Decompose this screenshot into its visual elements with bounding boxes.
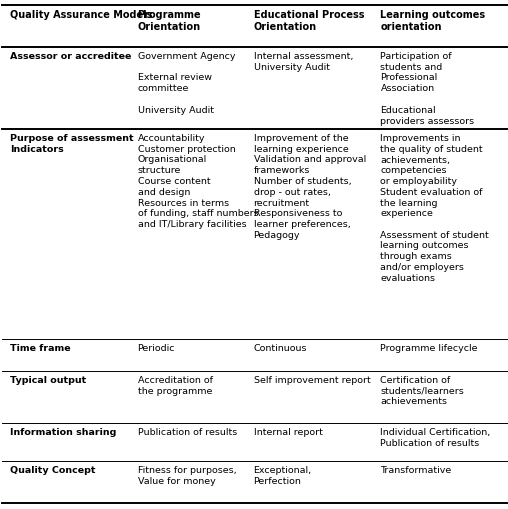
Text: Learning outcomes
orientation: Learning outcomes orientation (380, 10, 486, 32)
Text: Transformative: Transformative (380, 465, 452, 474)
Text: Programme lifecycle: Programme lifecycle (380, 344, 478, 352)
Text: Programme
Orientation: Programme Orientation (138, 10, 201, 32)
Text: Exceptional,
Perfection: Exceptional, Perfection (253, 465, 311, 485)
Text: Certification of
students/learners
achievements: Certification of students/learners achie… (380, 375, 464, 406)
Text: Fitness for purposes,
Value for money: Fitness for purposes, Value for money (138, 465, 236, 485)
Text: Educational Process
Orientation: Educational Process Orientation (253, 10, 364, 32)
Text: Improvement of the
learning experience
Validation and approval
frameworks
Number: Improvement of the learning experience V… (253, 134, 366, 239)
Text: Quality Concept: Quality Concept (11, 465, 96, 474)
Text: Assessor or accreditee: Assessor or accreditee (11, 52, 132, 61)
Text: Quality Assurance Models: Quality Assurance Models (11, 10, 153, 20)
Text: Information sharing: Information sharing (11, 427, 117, 436)
Text: Participation of
students and
Professional
Association

Educational
providers as: Participation of students and Profession… (380, 52, 474, 125)
Text: Periodic: Periodic (138, 344, 175, 352)
Text: Individual Certification,
Publication of results: Individual Certification, Publication of… (380, 427, 491, 447)
Text: Self improvement report: Self improvement report (253, 375, 370, 384)
Text: Internal assessment,
University Audit: Internal assessment, University Audit (253, 52, 353, 72)
Text: Typical output: Typical output (11, 375, 87, 384)
Text: Continuous: Continuous (253, 344, 307, 352)
Text: Government Agency

External review
committee

University Audit: Government Agency External review commit… (138, 52, 235, 115)
Text: Accountability
Customer protection
Organisational
structure
Course content
and d: Accountability Customer protection Organ… (138, 134, 258, 229)
Text: Publication of results: Publication of results (138, 427, 237, 436)
Text: Improvements in
the quality of student
achievements,
competencies
or employabili: Improvements in the quality of student a… (380, 134, 489, 282)
Text: Internal report: Internal report (253, 427, 323, 436)
Text: Accreditation of
the programme: Accreditation of the programme (138, 375, 212, 395)
Text: Time frame: Time frame (11, 344, 71, 352)
Text: Purpose of assessment
Indicators: Purpose of assessment Indicators (11, 134, 134, 153)
